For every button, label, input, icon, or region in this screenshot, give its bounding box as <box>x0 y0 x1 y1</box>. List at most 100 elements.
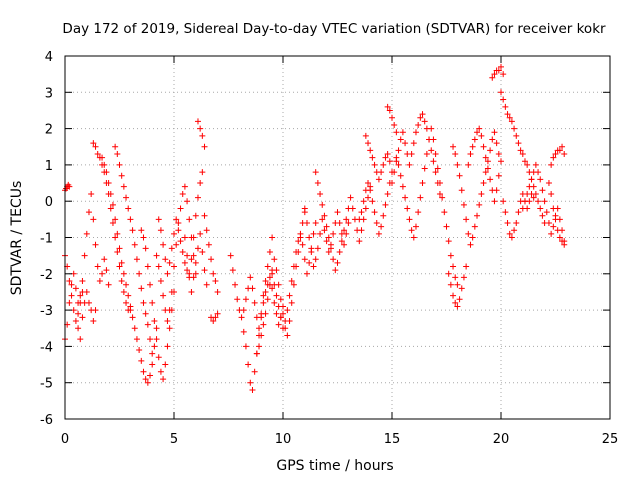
data-point <box>184 267 191 274</box>
data-point <box>537 176 544 183</box>
data-point <box>275 303 282 310</box>
data-point <box>251 368 258 375</box>
data-point <box>452 151 459 158</box>
series-arc-10 <box>155 169 206 281</box>
data-point <box>151 317 158 324</box>
data-point <box>482 169 489 176</box>
data-point <box>214 310 221 317</box>
data-point <box>256 343 263 350</box>
data-point <box>81 252 88 259</box>
data-point <box>506 230 513 237</box>
data-point <box>136 270 143 277</box>
data-point <box>458 285 465 292</box>
data-point <box>410 140 417 147</box>
y-tick-label: -1 <box>40 232 53 247</box>
data-point <box>68 292 75 299</box>
data-point <box>528 176 535 183</box>
data-point <box>212 314 219 321</box>
data-point <box>530 194 537 201</box>
data-point <box>317 190 324 197</box>
data-point <box>177 205 184 212</box>
data-point <box>120 288 127 295</box>
data-point <box>319 201 326 208</box>
data-point <box>474 212 481 219</box>
data-point <box>515 209 522 216</box>
data-point <box>181 234 188 241</box>
series-arc-22 <box>356 169 395 237</box>
data-point <box>118 259 125 266</box>
data-point <box>478 190 485 197</box>
data-point <box>153 252 160 259</box>
data-point <box>495 151 502 158</box>
y-tick-label: 3 <box>45 86 53 101</box>
series-arc-20 <box>312 169 374 274</box>
data-point <box>90 317 97 324</box>
data-point <box>417 114 424 121</box>
data-point <box>138 227 145 234</box>
data-point <box>556 234 563 241</box>
data-point <box>428 125 435 132</box>
data-point <box>399 129 406 136</box>
data-point <box>539 212 546 219</box>
data-point <box>365 140 372 147</box>
data-point <box>273 292 280 299</box>
data-point <box>133 256 140 263</box>
series-arc-13 <box>201 212 221 295</box>
data-point <box>197 180 204 187</box>
data-point <box>417 194 424 201</box>
data-point <box>450 292 457 299</box>
data-point <box>177 238 184 245</box>
data-point <box>164 343 171 350</box>
data-point <box>297 230 304 237</box>
data-point <box>301 209 308 216</box>
series-arc-9 <box>153 183 199 324</box>
data-point <box>266 249 273 256</box>
data-point <box>443 223 450 230</box>
y-tick-label: 1 <box>45 159 53 174</box>
data-point <box>460 201 467 208</box>
data-point <box>147 281 154 288</box>
x-tick-label: 0 <box>61 432 69 447</box>
series-arc-33 <box>548 143 568 168</box>
data-point <box>284 332 291 339</box>
data-point <box>386 158 393 165</box>
data-point <box>502 103 509 110</box>
data-point <box>423 151 430 158</box>
data-point <box>147 336 154 343</box>
data-point <box>131 241 138 248</box>
data-point <box>373 219 380 226</box>
data-point <box>323 238 330 245</box>
data-point <box>500 198 507 205</box>
series-arc-14 <box>208 310 221 324</box>
data-point <box>487 176 494 183</box>
data-point <box>85 299 92 306</box>
data-point <box>199 249 206 256</box>
data-point <box>317 230 324 237</box>
data-point <box>465 161 472 168</box>
data-point <box>548 190 555 197</box>
data-point <box>260 292 267 299</box>
data-point <box>138 357 145 364</box>
data-point <box>123 281 130 288</box>
data-point <box>504 111 511 118</box>
data-point <box>149 361 156 368</box>
data-point <box>197 125 204 132</box>
data-point <box>548 230 555 237</box>
data-point <box>164 317 171 324</box>
data-point <box>75 310 82 317</box>
data-point <box>498 63 504 70</box>
data-point <box>513 132 520 139</box>
data-point <box>524 161 531 168</box>
data-point <box>404 205 411 212</box>
data-point <box>491 198 498 205</box>
data-point <box>456 296 463 303</box>
data-point <box>295 238 302 245</box>
data-point <box>458 187 465 194</box>
data-point <box>450 263 457 270</box>
data-point <box>502 209 509 216</box>
data-point <box>301 256 308 263</box>
data-point <box>336 249 343 256</box>
data-point <box>92 241 99 248</box>
data-point <box>157 368 164 375</box>
data-point <box>299 241 306 248</box>
